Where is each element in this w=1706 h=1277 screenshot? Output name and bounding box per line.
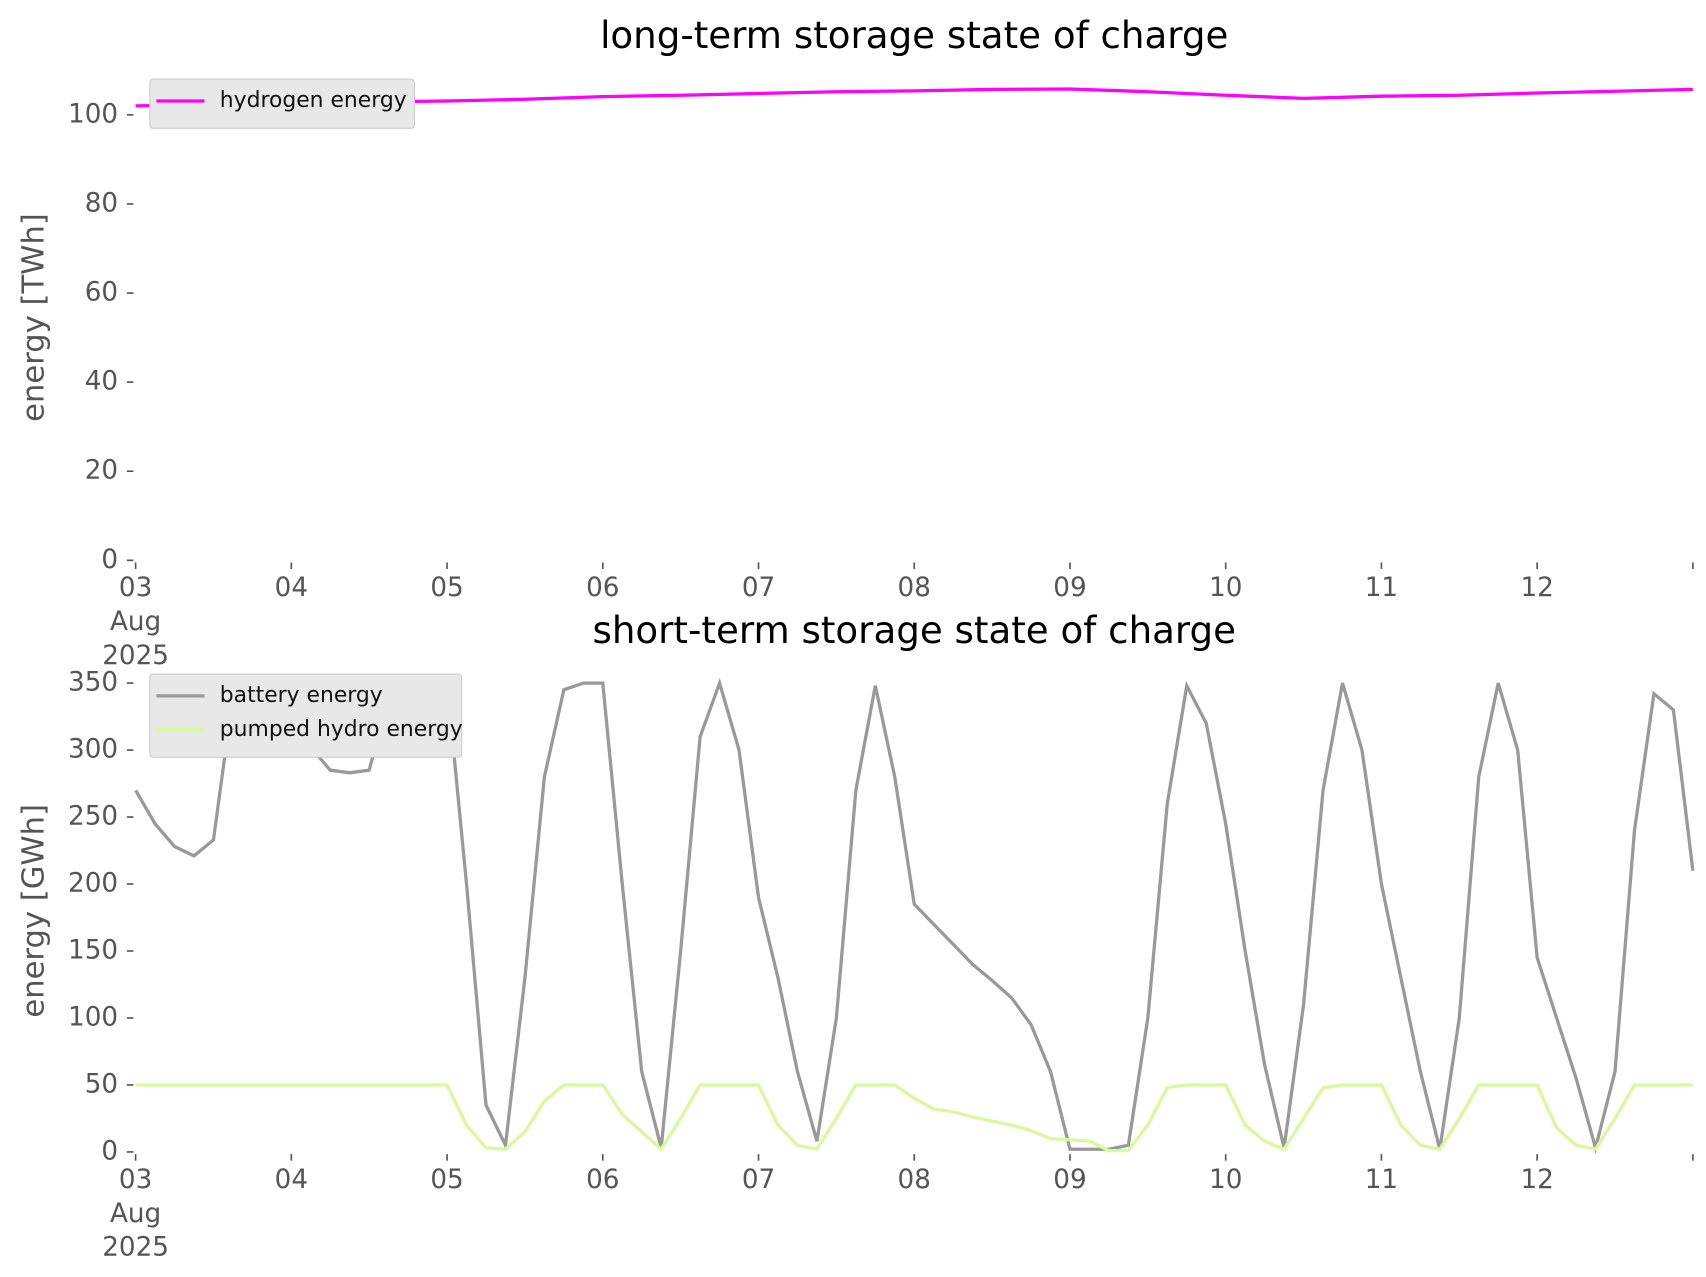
- legend-label: battery energy: [220, 683, 383, 708]
- x-tick-label: 09: [1053, 1165, 1086, 1195]
- x-tick-label: 09: [1053, 573, 1086, 603]
- x-tick-label: 2025: [102, 641, 169, 671]
- y-tick-label: 40: [85, 367, 118, 397]
- legend: battery energy pumped hydro energy: [149, 673, 463, 758]
- y-tick-label: 0: [101, 545, 118, 575]
- x-tick-label: 04: [275, 573, 308, 603]
- y-tick-label: 350: [68, 668, 118, 698]
- x-tick-label: 08: [898, 1165, 931, 1195]
- x-tick-label: 03: [119, 573, 152, 603]
- x-tick-label: 06: [586, 573, 619, 603]
- y-tick-label: 60: [85, 278, 118, 308]
- chart-title: short-term storage state of charge: [592, 608, 1236, 652]
- x-tick-label: 03: [119, 1165, 152, 1195]
- legend-box: [149, 78, 416, 129]
- x-tick-label: 12: [1520, 573, 1553, 603]
- x-tick-label: 04: [275, 1165, 308, 1195]
- y-tick-label: 100: [68, 1002, 118, 1032]
- y-tick-label: 100: [68, 99, 118, 129]
- x-tick-label: 12: [1520, 1165, 1553, 1195]
- y-tick-label: 0: [101, 1136, 118, 1166]
- x-tick-label: 05: [430, 1165, 463, 1195]
- x-tick-label: 05: [430, 573, 463, 603]
- x-tick-label: 07: [742, 1165, 775, 1195]
- y-tick-label: 80: [85, 188, 118, 218]
- x-tick-label: 07: [742, 573, 775, 603]
- x-tick-label: 10: [1209, 1165, 1242, 1195]
- y-tick-label: 250: [68, 802, 118, 832]
- x-tick-label: 11: [1365, 573, 1398, 603]
- series-line: [135, 1083, 1693, 1153]
- x-tick-label: 06: [586, 1165, 619, 1195]
- legend-box: [149, 673, 463, 758]
- y-axis-label: energy [TWh]: [16, 213, 51, 422]
- y-tick-label: 300: [68, 735, 118, 765]
- y-tick-label: 200: [68, 869, 118, 899]
- legend: hydrogen energy: [149, 78, 416, 129]
- x-tick-label: 11: [1365, 1165, 1398, 1195]
- y-tick-label: 50: [85, 1069, 118, 1099]
- x-tick-label: 2025: [102, 1233, 169, 1263]
- x-tick-label: Aug: [110, 1199, 161, 1229]
- x-tick-label: Aug: [110, 607, 161, 637]
- legend-label: hydrogen energy: [220, 88, 407, 113]
- y-axis-label: energy [GWh]: [16, 804, 51, 1018]
- x-tick-label: 08: [898, 573, 931, 603]
- legend-label: pumped hydro energy: [220, 717, 463, 742]
- chart-title: long-term storage state of charge: [600, 13, 1228, 57]
- x-tick-label: 10: [1209, 573, 1242, 603]
- y-tick-label: 150: [68, 935, 118, 965]
- y-tick-label: 20: [85, 456, 118, 486]
